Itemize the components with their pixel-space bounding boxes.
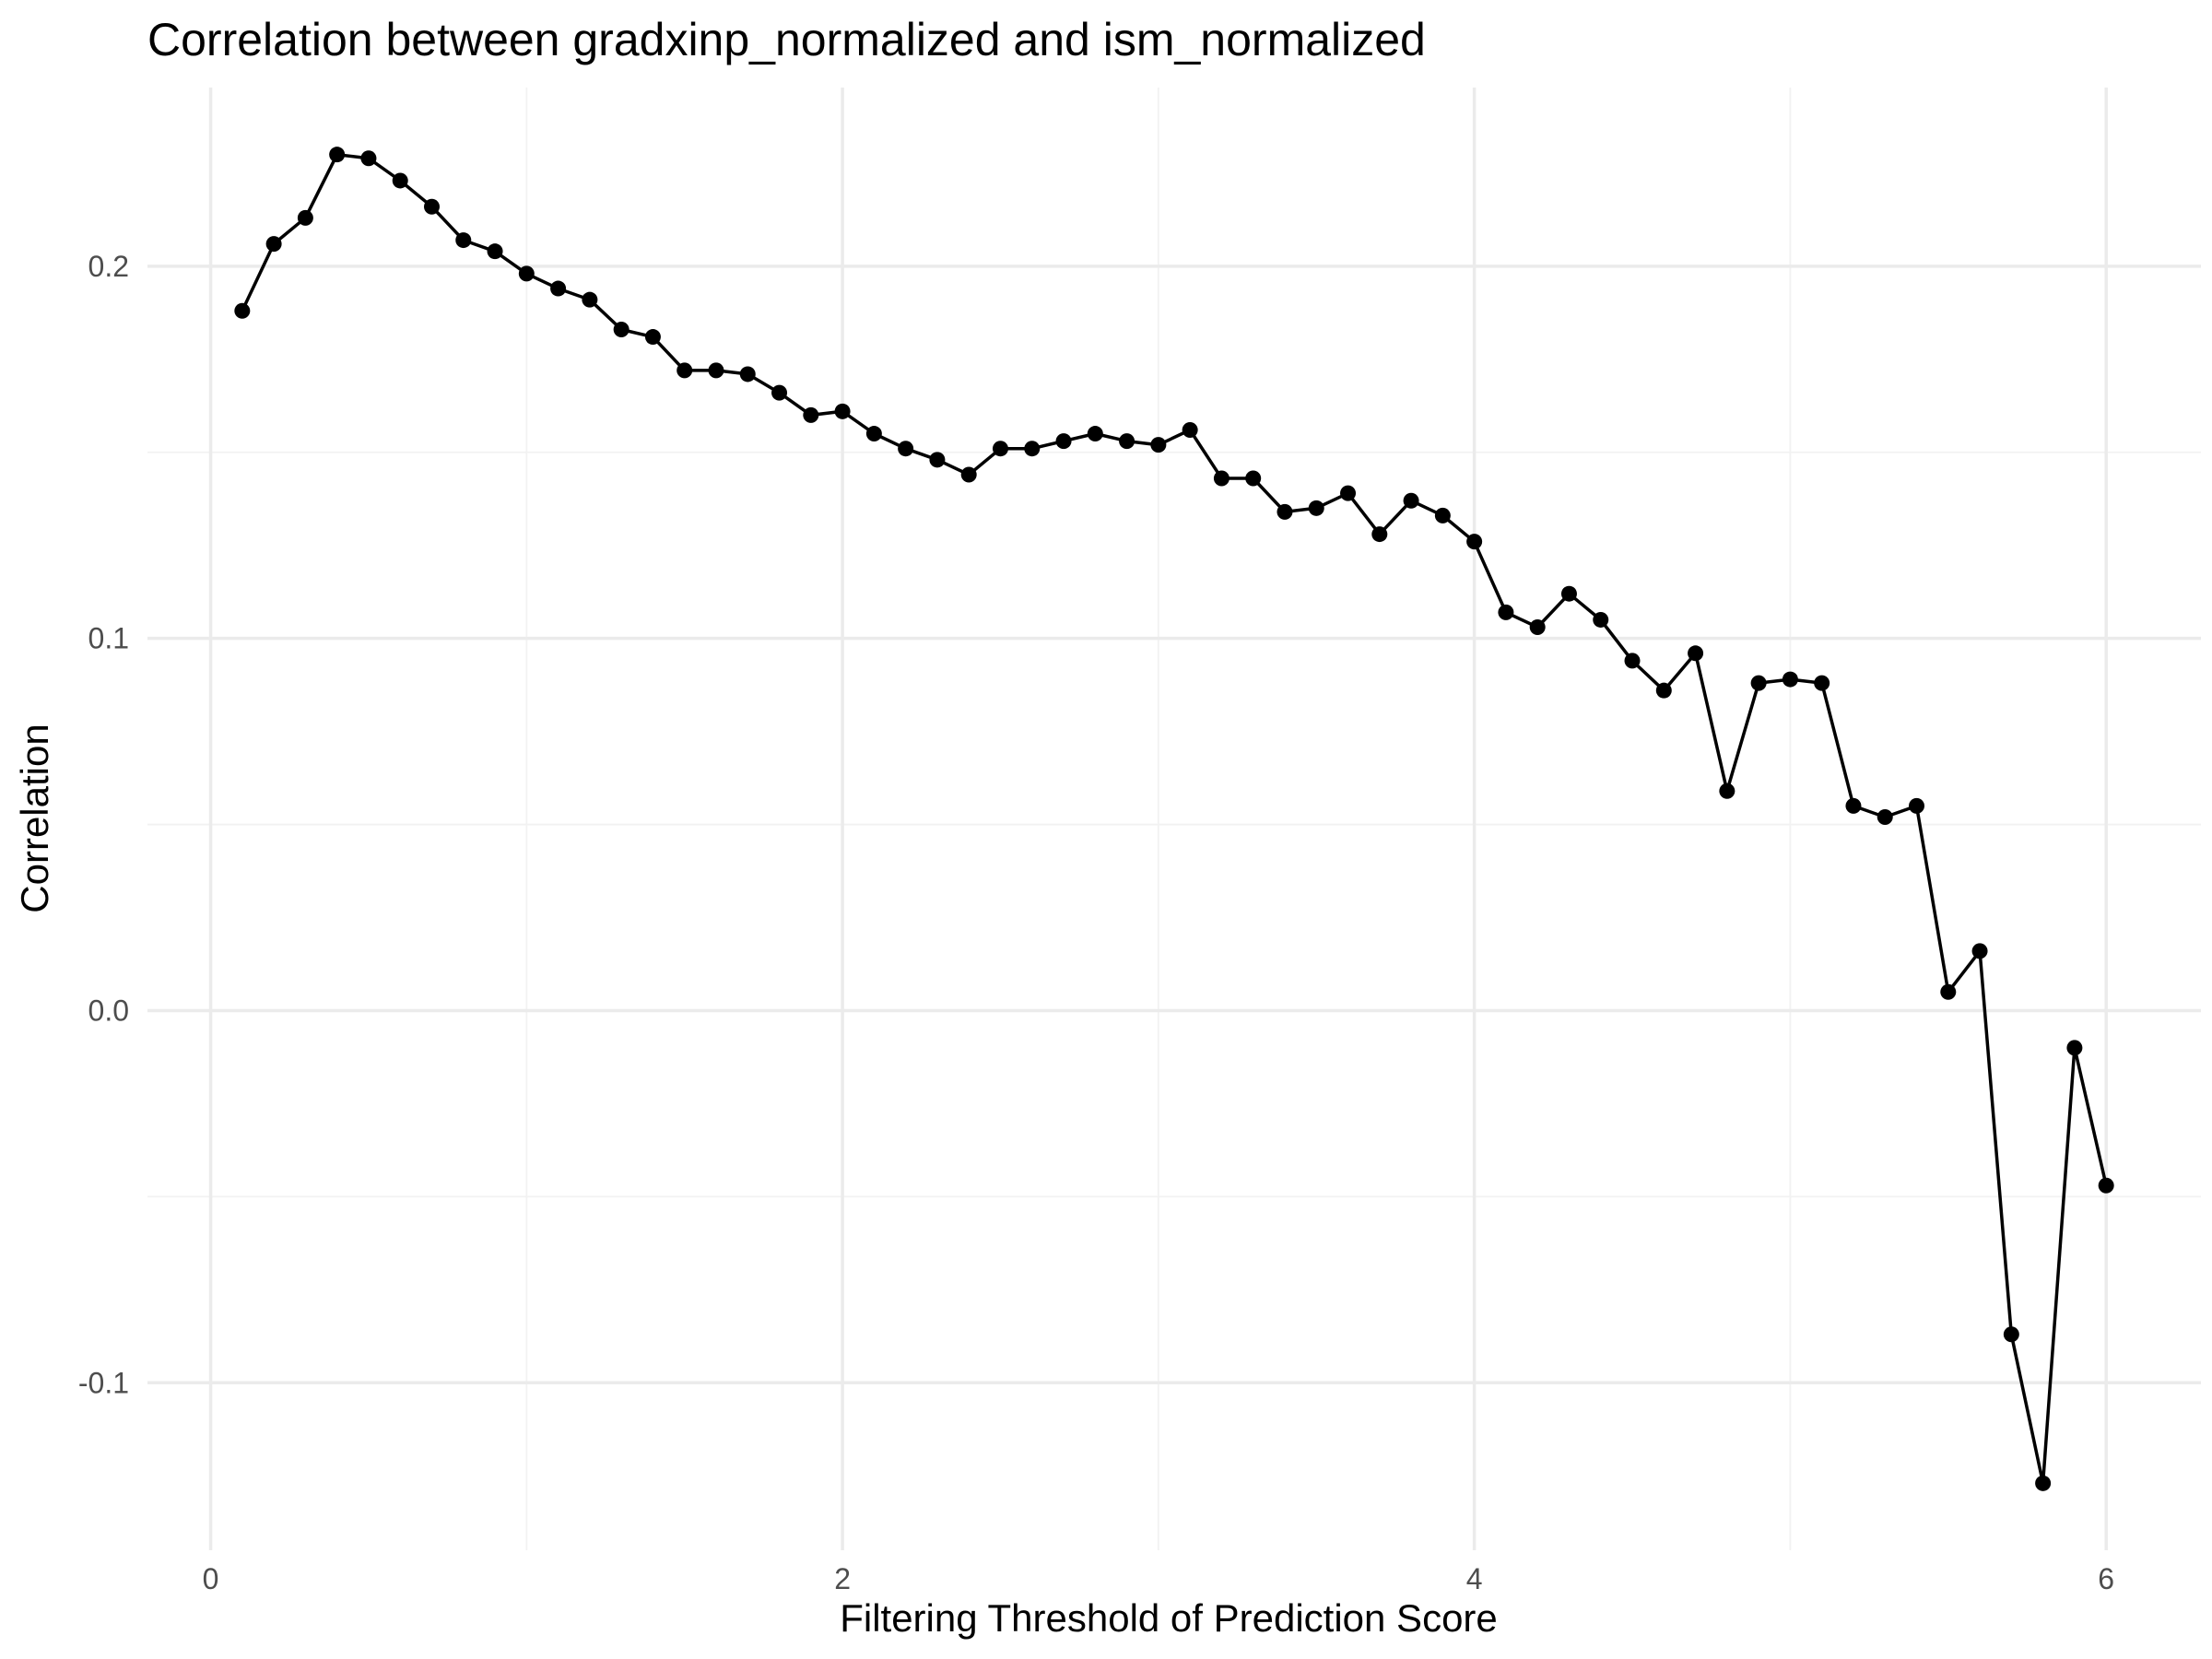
x-axis-title: Filtering Threshold of Prediction Score — [840, 1596, 1498, 1640]
data-point — [708, 362, 724, 379]
tick-labels: 0 2 4 6 -0.1 0.0 0.1 0.2 — [78, 250, 2114, 1595]
data-point — [1750, 675, 1767, 691]
data-point — [392, 172, 408, 189]
data-point — [898, 441, 914, 457]
data-point — [1498, 604, 1514, 620]
data-point — [739, 366, 756, 382]
x-tick-label: 0 — [203, 1562, 219, 1595]
data-point — [1624, 653, 1641, 669]
data-point — [834, 403, 851, 419]
data-point — [865, 426, 882, 442]
data-point — [644, 329, 661, 346]
y-axis-title: Correlation — [13, 724, 56, 912]
data-point — [423, 198, 440, 215]
data-point — [1782, 671, 1798, 688]
data-point — [1277, 503, 1293, 520]
data-point — [1087, 426, 1103, 442]
data-point — [2066, 1040, 2083, 1056]
data-point — [297, 209, 313, 226]
data-point — [960, 466, 977, 483]
data-point — [1340, 485, 1357, 501]
y-tick-label: 0.1 — [88, 622, 129, 655]
data-point — [677, 362, 693, 379]
data-point — [2035, 1475, 2052, 1491]
grid-lines — [147, 88, 2201, 1550]
chart-title: Correlation between gradxinp_normalized … — [147, 14, 1426, 65]
data-point — [1119, 433, 1135, 450]
data-point — [992, 441, 1008, 457]
data-point — [613, 321, 629, 337]
data-point — [487, 243, 503, 260]
data-point — [1971, 943, 1988, 959]
y-tick-label: 0.0 — [88, 994, 129, 1027]
y-tick-label: 0.2 — [88, 250, 129, 283]
series-line — [241, 152, 2108, 1486]
data-point — [360, 150, 377, 167]
data-point — [455, 232, 472, 249]
data-point — [234, 302, 251, 319]
data-point — [1150, 437, 1167, 453]
data-point — [329, 147, 346, 163]
data-point — [1940, 983, 1957, 1000]
data-point — [550, 280, 567, 297]
data-point — [1845, 797, 1862, 814]
data-point — [1593, 611, 1609, 628]
data-point — [1308, 500, 1324, 516]
data-point — [1055, 433, 1072, 450]
data-point — [518, 265, 535, 282]
x-tick-label: 2 — [834, 1562, 851, 1595]
data-point — [1560, 585, 1577, 602]
data-point — [1403, 492, 1419, 509]
data-point — [1688, 645, 1704, 662]
data-point — [1655, 682, 1672, 699]
data-point — [1529, 619, 1546, 636]
data-point — [771, 384, 788, 401]
data-point — [1245, 470, 1262, 487]
data-point — [803, 406, 819, 423]
data-point — [1434, 507, 1451, 524]
data-point — [1371, 526, 1388, 543]
data-point — [1182, 422, 1198, 439]
data-point — [2003, 1326, 2019, 1343]
x-tick-label: 6 — [2098, 1562, 2114, 1595]
series-layer — [234, 147, 2114, 1491]
data-point — [929, 452, 946, 468]
data-point — [1466, 534, 1483, 550]
data-point — [582, 291, 598, 308]
data-point — [2098, 1177, 2114, 1194]
data-point — [1024, 441, 1041, 457]
data-point — [1909, 797, 1925, 814]
data-point — [265, 236, 282, 253]
data-point — [1814, 675, 1830, 691]
data-point — [1877, 808, 1893, 825]
data-point — [1213, 470, 1230, 487]
data-point — [1719, 782, 1735, 799]
y-tick-label: -0.1 — [78, 1366, 129, 1399]
x-tick-label: 4 — [1466, 1562, 1483, 1595]
